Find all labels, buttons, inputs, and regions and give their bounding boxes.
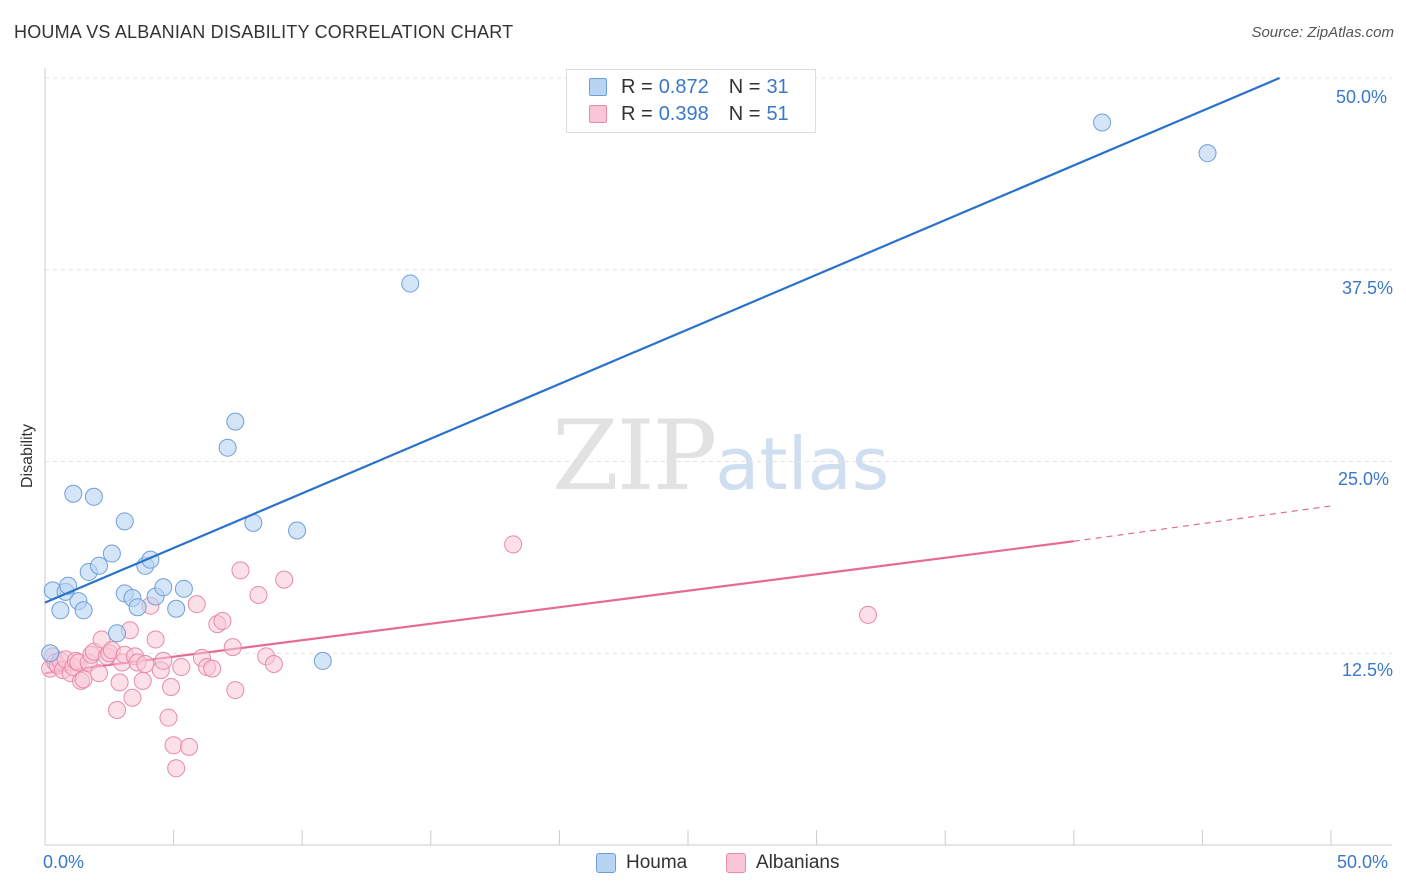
houma-point: [51, 601, 70, 620]
albanians-point: [108, 701, 127, 720]
houma-point: [226, 412, 245, 431]
albanians-point: [249, 585, 268, 604]
legend-row-albanians: R = 0.398 N = 51: [589, 101, 789, 127]
albanians-point: [154, 651, 173, 670]
albanians-point: [203, 659, 222, 678]
houma-point: [1198, 144, 1217, 163]
legend-row-houma: R = 0.872 N = 31: [589, 74, 789, 100]
houma-point: [84, 487, 103, 506]
albanians-point: [90, 664, 109, 683]
albanians-point: [133, 671, 152, 690]
houma-point: [1093, 113, 1112, 132]
houma-point: [288, 521, 307, 540]
houma-point: [167, 599, 186, 618]
houma-point: [74, 601, 93, 620]
correlation-legend: R = 0.872 N = 31 R = 0.398 N = 51: [566, 69, 816, 133]
albanians-point: [172, 658, 191, 677]
albanians-point: [123, 688, 142, 707]
houma-r-label: R =: [621, 75, 653, 98]
houma-r-value: 0.872: [658, 75, 709, 98]
houma-swatch: [589, 78, 607, 96]
albanians-point: [213, 612, 232, 631]
albanians-point: [264, 654, 283, 673]
legend-albanians-swatch: [726, 853, 746, 873]
houma-point: [313, 651, 332, 670]
houma-point: [128, 598, 147, 617]
y-tick-37-5: 37.5%: [1342, 278, 1394, 298]
houma-trendline: [44, 76, 1280, 604]
albanians-point: [136, 654, 155, 673]
houma-point: [41, 644, 60, 663]
houma-point: [115, 512, 134, 531]
albanians-point: [275, 570, 294, 589]
albanians-point: [162, 677, 181, 696]
albanians-point: [187, 595, 206, 614]
houma-point: [218, 438, 237, 457]
albanians-point: [223, 638, 242, 657]
legend-albanians[interactable]: Albanians: [726, 852, 839, 874]
albanians-r-value: 0.398: [658, 102, 709, 125]
y-tick-25: 25.0%: [1338, 469, 1390, 489]
houma-trendline-group: [44, 76, 1280, 604]
albanians-point: [226, 681, 245, 700]
houma-point: [90, 556, 109, 575]
source-label: Source: ZipAtlas.com: [1251, 24, 1394, 41]
albanians-n-label: N =: [728, 102, 761, 125]
y-tick-12-5: 12.5%: [1342, 660, 1394, 680]
houma-point: [174, 579, 193, 598]
albanians-n-value: 51: [766, 102, 789, 125]
houma-point: [64, 484, 83, 503]
albanians-trendline-group: [44, 505, 1332, 675]
chart-title: HOUMA VS ALBANIAN DISABILITY CORRELATION…: [14, 22, 514, 42]
legend-albanians-label: Albanians: [756, 852, 840, 873]
houma-point: [401, 274, 420, 293]
albanians-swatch: [589, 105, 607, 123]
albanians-point: [159, 708, 178, 727]
houma-points: [41, 113, 1217, 670]
watermark: ZIPatlas: [552, 400, 889, 512]
legend-houma-swatch: [596, 853, 616, 873]
houma-point: [154, 578, 173, 597]
houma-n-value: 31: [766, 75, 789, 98]
albanians-point: [110, 673, 129, 692]
albanians-trendline: [44, 540, 1074, 675]
albanians-point: [146, 630, 165, 649]
legend-houma[interactable]: Houma: [596, 852, 687, 874]
albanians-point: [167, 759, 186, 778]
series-legend: Houma Albanians: [0, 852, 1406, 878]
axes: [44, 68, 1392, 846]
x-tick-min: 0.0%: [43, 852, 85, 872]
albanians-point: [74, 670, 93, 689]
albanians-points: [41, 535, 878, 778]
albanians-r-label: R =: [621, 102, 653, 125]
watermark-zip: ZIP: [552, 400, 717, 512]
albanians-trendline-extension: [1073, 505, 1332, 542]
houma-point: [108, 624, 127, 643]
albanians-point: [164, 736, 183, 755]
legend-houma-label: Houma: [626, 852, 688, 873]
watermark-atlas: atlas: [715, 422, 890, 506]
x-tick-max: 50.0%: [1337, 852, 1389, 872]
y-tick-50: 50.0%: [1336, 87, 1388, 107]
albanians-point: [180, 737, 199, 756]
albanians-point: [504, 535, 523, 554]
albanians-point: [231, 561, 250, 580]
houma-point: [102, 544, 121, 563]
houma-n-label: N =: [728, 75, 761, 98]
albanians-point: [859, 605, 878, 624]
